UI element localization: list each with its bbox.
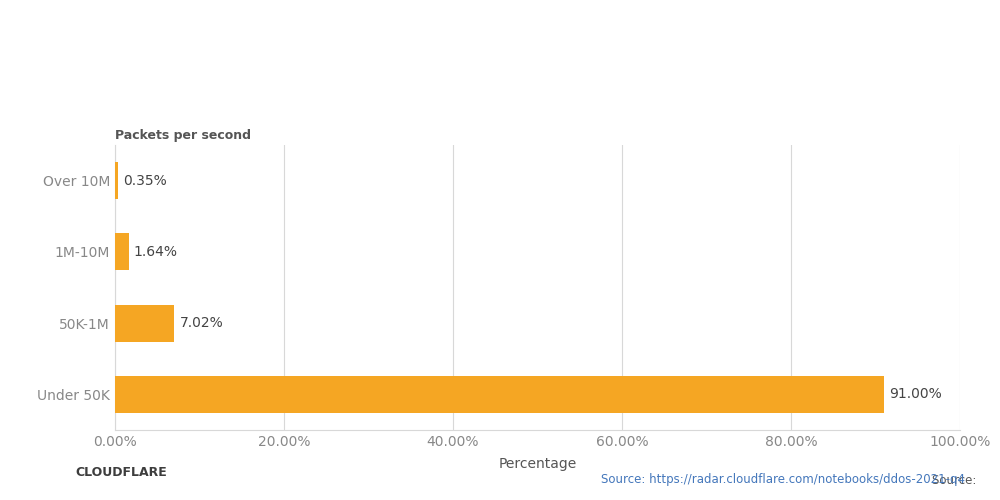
Text: 1.64%: 1.64%: [134, 245, 178, 259]
Bar: [115, 304, 174, 342]
X-axis label: Percentage: Percentage: [498, 457, 577, 471]
Text: Source: https://radar.cloudflare.com/notebooks/ddos-2021-q4: Source: https://radar.cloudflare.com/not…: [601, 474, 965, 486]
Text: 7.02%: 7.02%: [179, 316, 223, 330]
Text: Source:: Source:: [932, 474, 980, 486]
Text: Network-layer DDoS attacks: Distribution by packet rate: Network-layer DDoS attacks: Distribution…: [25, 46, 779, 70]
Text: CLOUDFLARE: CLOUDFLARE: [75, 466, 167, 479]
Bar: [115, 234, 129, 270]
Bar: [115, 376, 884, 413]
Text: 91.00%: 91.00%: [889, 388, 942, 402]
Bar: [115, 162, 118, 199]
Text: 0.35%: 0.35%: [123, 174, 167, 188]
Text: Packets per second: Packets per second: [115, 130, 251, 142]
